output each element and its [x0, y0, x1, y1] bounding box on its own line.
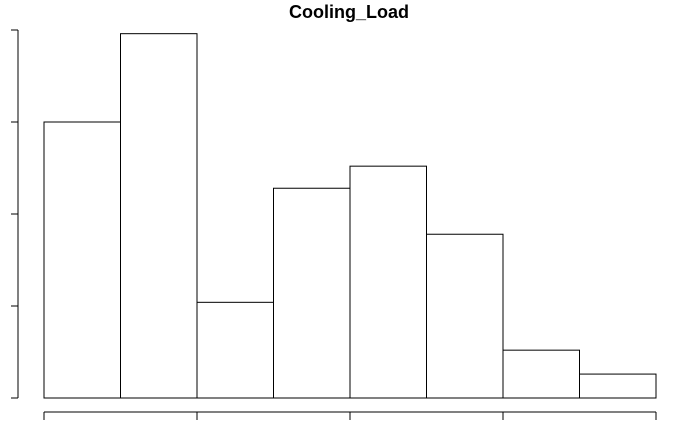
histogram-bar	[196, 301, 274, 399]
chart-title: Cooling_Load	[289, 2, 409, 22]
bars-group	[43, 33, 657, 399]
histogram-bar	[120, 33, 198, 399]
x-axis	[43, 411, 657, 420]
histogram-bar	[502, 349, 580, 399]
histogram-bar	[43, 121, 121, 399]
y-axis	[11, 29, 19, 399]
histogram-bar	[273, 187, 351, 399]
histogram-bar	[349, 165, 427, 399]
histogram-bar	[579, 373, 657, 399]
histogram-bar	[426, 233, 504, 399]
